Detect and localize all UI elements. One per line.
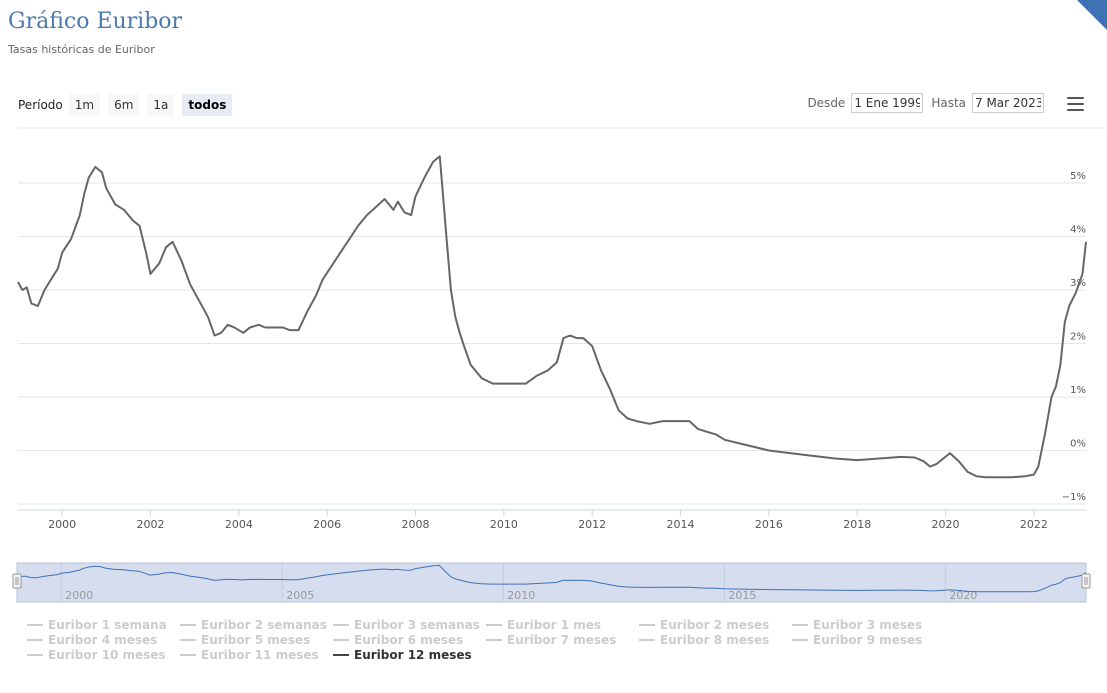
legend-swatch-icon: [639, 624, 655, 626]
y-tick-label: −1%: [1062, 492, 1086, 503]
legend-item[interactable]: Euribor 5 meses: [180, 633, 310, 647]
legend-label: Euribor 2 meses: [660, 618, 770, 632]
legend-label: Euribor 1 semana: [48, 618, 167, 632]
legend-label: Euribor 1 mes: [507, 618, 602, 632]
legend-swatch-icon: [486, 639, 502, 641]
legend-item[interactable]: Euribor 11 meses: [180, 648, 319, 662]
legend-swatch-icon: [333, 624, 349, 626]
legend-swatch-icon: [27, 639, 43, 641]
chart-title: Gráfico Euribor: [8, 9, 183, 34]
x-tick-label: 2002: [137, 518, 165, 531]
legend-item[interactable]: Euribor 4 meses: [27, 633, 157, 647]
from-label: Desde: [807, 96, 846, 110]
legend-item[interactable]: Euribor 2 meses: [639, 618, 769, 632]
legend-swatch-icon: [486, 624, 502, 626]
legend-item[interactable]: Euribor 2 semanas: [180, 618, 327, 632]
x-tick-label: 2004: [225, 518, 253, 531]
legend-item[interactable]: Euribor 1 mes: [486, 618, 601, 632]
x-tick-label: 2010: [490, 518, 518, 531]
legend-swatch-icon: [792, 639, 808, 641]
legend-swatch-icon: [333, 654, 349, 656]
range-button-1a[interactable]: 1a: [147, 94, 175, 116]
x-tick-label: 2012: [578, 518, 606, 531]
legend-label: Euribor 9 meses: [813, 633, 923, 647]
x-tick-label: 2000: [48, 518, 76, 531]
navigator-tick-label: 2005: [286, 589, 314, 602]
legend-swatch-icon: [180, 639, 196, 641]
legend-item[interactable]: Euribor 12 meses: [333, 648, 472, 662]
date-range: Desde Hasta: [799, 93, 1044, 113]
x-tick-label: 2020: [932, 518, 960, 531]
range-button-6m[interactable]: 6m: [108, 94, 140, 116]
legend-swatch-icon: [180, 624, 196, 626]
legend-label: Euribor 7 meses: [507, 633, 617, 647]
y-tick-label: 4%: [1070, 225, 1086, 236]
y-tick-label: 0%: [1070, 439, 1086, 450]
range-button-1m[interactable]: 1m: [68, 94, 101, 116]
legend-label: Euribor 6 meses: [354, 633, 464, 647]
x-tick-label: 2008: [402, 518, 430, 531]
legend-label: Euribor 3 meses: [813, 618, 923, 632]
navigator-series-line: [16, 564, 1087, 593]
legend-swatch-icon: [639, 639, 655, 641]
legend-swatch-icon: [27, 654, 43, 656]
legend-label: Euribor 8 meses: [660, 633, 770, 647]
legend-label: Euribor 11 meses: [201, 648, 319, 662]
legend-item[interactable]: Euribor 1 semana: [27, 618, 167, 632]
hamburger-menu-icon[interactable]: [1067, 97, 1084, 111]
y-tick-label: 2%: [1070, 332, 1086, 343]
legend-swatch-icon: [27, 624, 43, 626]
legend-item[interactable]: Euribor 9 meses: [792, 633, 922, 647]
x-tick-label: 2014: [667, 518, 695, 531]
legend-label: Euribor 3 semanas: [354, 618, 480, 632]
chart-subtitle: Tasas históricas de Euribor: [8, 43, 155, 56]
navigator-right-handle[interactable]: [1081, 573, 1091, 589]
corner-ribbon-icon: [1077, 0, 1107, 30]
legend-item[interactable]: Euribor 3 meses: [792, 618, 922, 632]
navigator-tick-label: 2020: [949, 589, 977, 602]
y-tick-label: 1%: [1070, 385, 1086, 396]
legend-label: Euribor 4 meses: [48, 633, 158, 647]
navigator-tick-label: 2000: [65, 589, 93, 602]
x-tick-label: 2018: [843, 518, 871, 531]
legend-swatch-icon: [792, 624, 808, 626]
to-label: Hasta: [931, 96, 966, 110]
series-line-euribor-12-meses: [17, 155, 1087, 479]
navigator-left-handle[interactable]: [12, 573, 22, 589]
y-tick-label: 5%: [1070, 171, 1086, 182]
legend-item[interactable]: Euribor 10 meses: [27, 648, 166, 662]
to-date-input[interactable]: [972, 93, 1044, 113]
from-date-input[interactable]: [851, 93, 924, 113]
legend-swatch-icon: [180, 654, 196, 656]
legend-item[interactable]: Euribor 6 meses: [333, 633, 463, 647]
x-tick-label: 2006: [313, 518, 341, 531]
legend-label: Euribor 2 semanas: [201, 618, 327, 632]
range-selector-label: Período: [18, 98, 63, 112]
legend-swatch-icon: [333, 639, 349, 641]
navigator-tick-label: 2010: [507, 589, 535, 602]
legend-label: Euribor 10 meses: [48, 648, 166, 662]
x-tick-label: 2016: [755, 518, 783, 531]
range-selector: Período 1m 6m 1a todos: [18, 93, 240, 117]
legend-item[interactable]: Euribor 3 semanas: [333, 618, 480, 632]
legend-item[interactable]: Euribor 7 meses: [486, 633, 616, 647]
navigator-tick-label: 2015: [728, 589, 756, 602]
range-button-todos[interactable]: todos: [182, 94, 233, 116]
x-tick-label: 2022: [1020, 518, 1048, 531]
legend-item[interactable]: Euribor 8 meses: [639, 633, 769, 647]
legend-label: Euribor 5 meses: [201, 633, 311, 647]
legend-label: Euribor 12 meses: [354, 648, 472, 662]
